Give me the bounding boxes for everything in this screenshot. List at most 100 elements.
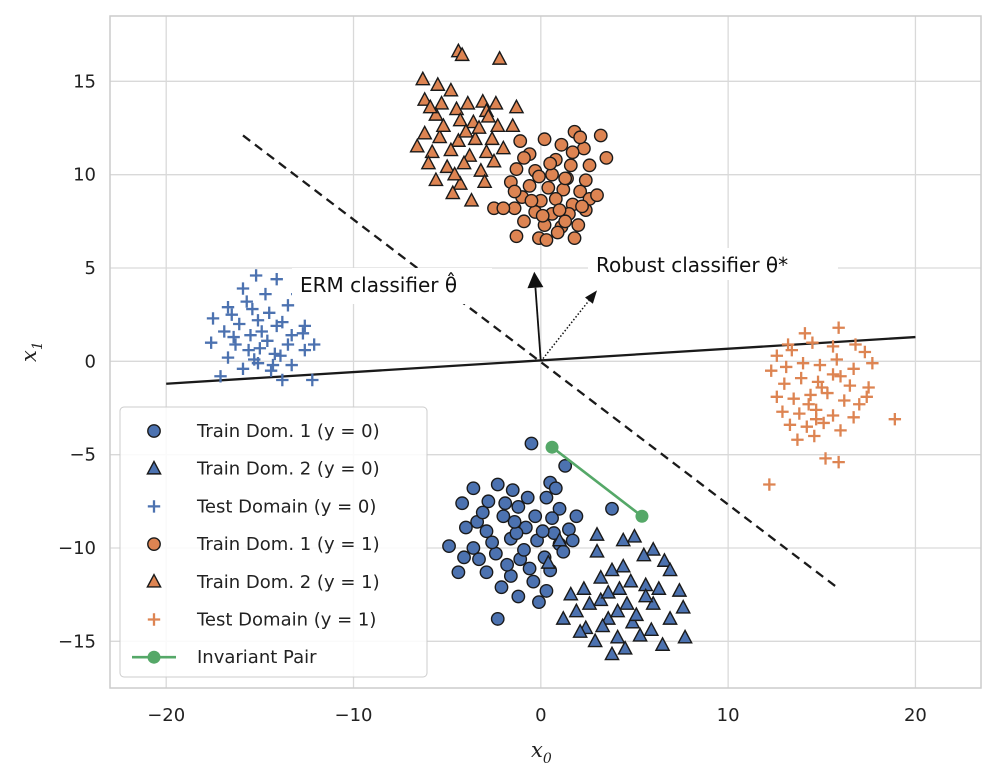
train-dom-2-y-1-point [452, 111, 469, 127]
test-domain-y-1-point [826, 340, 840, 353]
train-dom-2-y-0-point [581, 595, 598, 610]
train-dom-1-y-1-point [513, 134, 528, 148]
test-domain-y-1-point [888, 413, 902, 426]
test-domain-y-0-point [306, 373, 319, 387]
test-domain-y-0-point [242, 343, 255, 357]
test-domain-y-0-point [225, 308, 238, 321]
train-dom-2-y-1-point [459, 95, 476, 110]
train-dom-1-y-0-point [509, 526, 524, 540]
train-dom-1-y-0-point [494, 580, 509, 595]
y-tick-label: −10 [58, 538, 96, 559]
train-dom-2-y-1-point [443, 81, 459, 97]
train-dom-2-y-0-point [589, 526, 605, 541]
train-dom-1-y-0-point [565, 533, 580, 548]
erm-label-background [292, 268, 492, 304]
legend-label: Test Domain (y = 1) [196, 610, 376, 631]
train-dom-1-y-0-point [605, 501, 619, 516]
test-domain-y-1-point [853, 398, 866, 411]
train-dom-1-y-1-point [507, 184, 522, 199]
train-dom-2-y-1-point [452, 175, 469, 190]
train-dom-1-y-1-point [573, 130, 588, 145]
train-dom-1-y-1-point [575, 199, 589, 214]
train-dom-1-y-0-point [558, 458, 573, 473]
train-dom-1-y-1-point [554, 137, 569, 152]
invariant-pair-point [635, 509, 649, 523]
train-dom-1-y-1-point [599, 150, 614, 165]
annotations: ERM classifier θ̂ Robust classifier θ* [292, 248, 838, 304]
test-domain-y-1-point [808, 429, 821, 443]
test-domain-y-1-point [819, 452, 832, 465]
train-dom-1-y-0-point [507, 514, 522, 529]
train-dom-2-y-1-point [478, 143, 495, 159]
plot-frame [109, 15, 982, 689]
test-domain-y-1-point [813, 358, 827, 372]
train-dom-2-y-1-point [435, 117, 452, 133]
legend-label: Invariant Pair [197, 647, 317, 668]
train-dom-1-y-1-point [571, 218, 586, 232]
test-domain-y-1-point [783, 418, 797, 431]
train-dom-1-y-0-point [528, 509, 543, 524]
train-dom-1-y-0-point [466, 541, 481, 555]
train-dom-2-y-1-point [458, 123, 474, 138]
test-domain-y-1-point [860, 390, 873, 403]
train-dom-1-y-1-point [552, 203, 567, 218]
test-domain-y-0-point [270, 319, 283, 333]
y-axis-label: x1 [17, 341, 46, 362]
legend: Train Dom. 1 (y = 0) Train Dom. 2 (y = 0)… [119, 406, 428, 678]
test-domain-y-1-point [793, 407, 806, 420]
train-dom-2-y-1-point [431, 128, 448, 144]
train-dom-2-y-1-point [463, 192, 480, 207]
test-domain-y-0-point [206, 312, 220, 325]
test-domain-y-0-point [233, 317, 246, 331]
axis-ticks: −20 −10 0 10 20 −15 −10 −5 0 5 10 15 [58, 71, 927, 726]
test-domain-y-1-point [770, 349, 784, 362]
train-dom-1-y-0-point [457, 550, 471, 565]
robust-label-background [588, 248, 838, 280]
test-domain-y-0-point [266, 358, 280, 372]
test-domain-y-0-point [214, 370, 227, 383]
train-dom-2-y-0-point [600, 610, 617, 625]
test-domain-y-1-point [770, 390, 784, 403]
train-dom-2-y-1-point [416, 91, 433, 106]
legend-marker-invariant-pair [147, 650, 161, 664]
train-dom-1-y-1-point [517, 150, 531, 165]
train-dom-1-y-0-point [475, 505, 490, 520]
train-dom-1-y-1-point [558, 171, 573, 186]
train-dom-2-y-0-point [632, 627, 648, 642]
test-domain-y-1-point [826, 409, 840, 422]
train-dom-2-y-1-point [484, 130, 500, 146]
train-dom-2-y-1-point [446, 165, 463, 181]
train-dom-2-y-1-point [439, 158, 455, 174]
train-dom-1-y-0-point [490, 477, 505, 492]
legend-label: Train Dom. 1 (y = 1) [196, 534, 380, 555]
train-dom-2-y-1-point [467, 130, 484, 146]
train-dom-1-y-1-point [563, 158, 578, 173]
test-domain-y-1-point [787, 392, 800, 405]
test-domain-y-1-point [838, 394, 851, 407]
test-domain-y-0-point [236, 282, 250, 295]
train-dom-1-y-0-point [539, 490, 554, 505]
legend-marker-triangle-orange [146, 573, 162, 588]
test-domain-y-1-point [802, 398, 815, 411]
train-dom-1-y-1-point [565, 145, 580, 160]
train-dom-2-y-1-point [461, 147, 478, 162]
train-dom-2-y-0-point [645, 595, 661, 610]
data-points [204, 42, 902, 661]
test-domain-y-0-point [244, 329, 257, 342]
train-dom-1-y-1-point [522, 178, 537, 193]
train-dom-2-y-1-point [471, 119, 487, 134]
train-dom-2-y-0-point [675, 599, 691, 614]
test-domain-y-1-point [817, 416, 830, 430]
train-dom-2-y-0-point [604, 645, 620, 661]
test-domain-y-1-point [776, 405, 789, 418]
train-dom-1-y-1-point [541, 180, 556, 195]
robust-classifier-arrow-shaft [540, 300, 590, 362]
test-domain-y-1-point [862, 381, 875, 394]
train-dom-1-y-0-point [552, 501, 567, 516]
train-dom-1-y-0-point [485, 535, 500, 550]
test-domain-y-0-point [253, 342, 267, 355]
train-dom-2-y-0-point [551, 531, 568, 547]
train-dom-2-y-0-point [645, 541, 661, 556]
test-domain-y-1-point [832, 321, 845, 334]
